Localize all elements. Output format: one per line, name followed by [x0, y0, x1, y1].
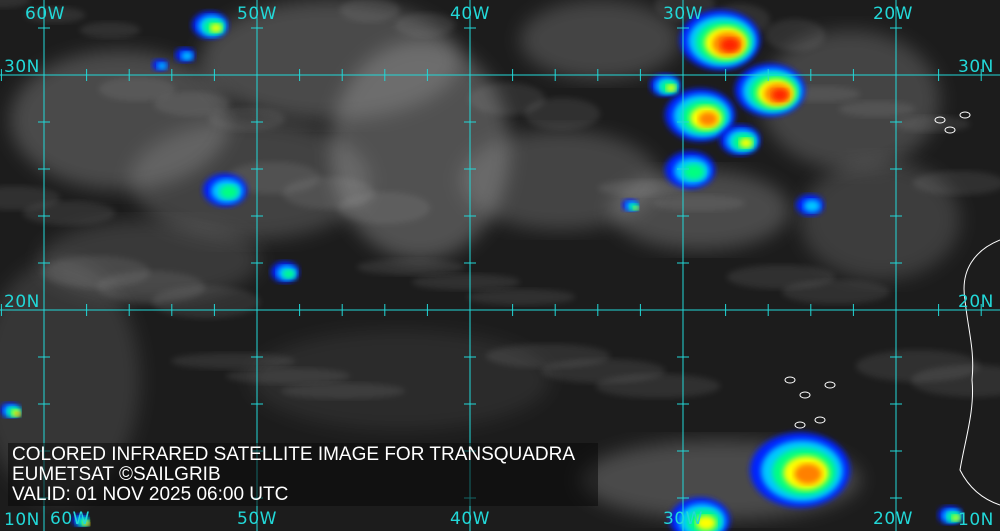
lat-label-30n-left: 30N	[4, 57, 40, 77]
cloud-streak	[596, 374, 720, 398]
lon-label-20w-bottom: 20W	[873, 509, 913, 529]
island-outline	[814, 416, 826, 424]
cloud-streak	[412, 274, 520, 290]
cloud-streak	[653, 195, 745, 211]
convective-cell	[210, 23, 222, 33]
cloud-mass	[520, 0, 680, 80]
cloud-streak	[281, 383, 405, 399]
convective-cell	[771, 88, 789, 102]
lon-label-20w-top: 20W	[873, 4, 913, 24]
island-outline	[794, 421, 806, 429]
lon-label-40w-top: 40W	[450, 4, 490, 24]
lon-label-50w-top: 50W	[237, 4, 277, 24]
lon-label-60w-bottom: 60W	[50, 509, 90, 529]
cloud-streak	[226, 368, 350, 384]
africa-coastline	[959, 239, 1000, 506]
lat-label-10n-right: 10N	[958, 510, 994, 530]
island-outline	[784, 376, 796, 384]
cloud-streak	[171, 353, 295, 369]
cloud-streak	[911, 365, 1000, 397]
lon-label-50w-bottom: 50W	[237, 509, 277, 529]
cloud-streak	[524, 98, 600, 130]
cloud-streak	[99, 77, 175, 101]
caption-title: COLORED INFRARED SATELLITE IMAGE FOR TRA…	[12, 444, 576, 465]
lon-label-60w-top: 60W	[25, 4, 65, 24]
cloud-mass	[760, 30, 940, 170]
cloud-streak	[395, 13, 455, 37]
lon-label-40w-bottom: 40W	[450, 509, 490, 529]
coastlines	[784, 111, 1000, 506]
cloud-streak	[765, 19, 825, 51]
cloud-streak	[598, 180, 690, 196]
island-outline	[959, 111, 971, 119]
cloud-streak	[340, 0, 400, 22]
convective-cell	[794, 463, 822, 485]
cloud-streak	[357, 259, 465, 275]
convective-cell	[683, 163, 705, 181]
cloud-streak	[782, 280, 890, 304]
cloud-streak	[894, 116, 970, 132]
convective-cell	[666, 84, 676, 92]
cloud-mass	[800, 160, 960, 280]
cloud-streak	[152, 286, 260, 318]
cloud-streak	[0, 0, 30, 8]
cloud-mass	[460, 130, 660, 230]
image-caption: COLORED INFRARED SATELLITE IMAGE FOR TRA…	[8, 443, 598, 506]
convective-cell	[803, 199, 821, 213]
cloud-streak	[839, 101, 915, 117]
lat-label-30n-right: 30N	[958, 57, 994, 77]
lat-label-20n-left: 20N	[4, 292, 40, 312]
cloud-cover	[0, 0, 1000, 520]
convective-cell	[15, 411, 21, 417]
convective-cell	[952, 515, 960, 521]
cloud-streak	[209, 107, 285, 131]
lat-label-20n-right: 20N	[958, 292, 994, 312]
cloud-mass	[250, 330, 550, 430]
convective-cell	[85, 522, 91, 526]
convective-cell	[219, 184, 239, 200]
lon-label-30w-bottom: 30W	[663, 509, 703, 529]
lon-label-30w-top: 30W	[663, 4, 703, 24]
cloud-streak	[25, 7, 85, 23]
island-outline	[944, 126, 956, 134]
convective-cell	[633, 206, 639, 210]
convective-cell	[181, 51, 193, 61]
island-outline	[934, 116, 946, 124]
island-outline	[824, 381, 836, 389]
cloud-streak	[23, 201, 115, 225]
cloud-streak	[154, 92, 230, 116]
caption-credit: EUMETSAT ©SAILGRIB	[12, 464, 221, 485]
convective-cell	[157, 62, 167, 70]
convective-cell	[698, 111, 718, 127]
convective-cell	[283, 269, 295, 279]
convective-cell	[739, 138, 753, 148]
cloud-streak	[338, 192, 430, 224]
cloud-streak	[467, 289, 575, 305]
island-outline	[799, 391, 811, 399]
convective-cell	[696, 515, 716, 531]
lat-label-10n-left: 10N	[4, 510, 40, 530]
cloud-streak	[469, 83, 545, 115]
convective-cell	[720, 38, 740, 52]
cloud-mass	[0, 260, 140, 500]
cloud-streak	[913, 171, 1000, 195]
caption-valid-time: VALID: 01 NOV 2025 06:00 UTC	[12, 484, 289, 505]
cloud-streak	[80, 22, 140, 38]
